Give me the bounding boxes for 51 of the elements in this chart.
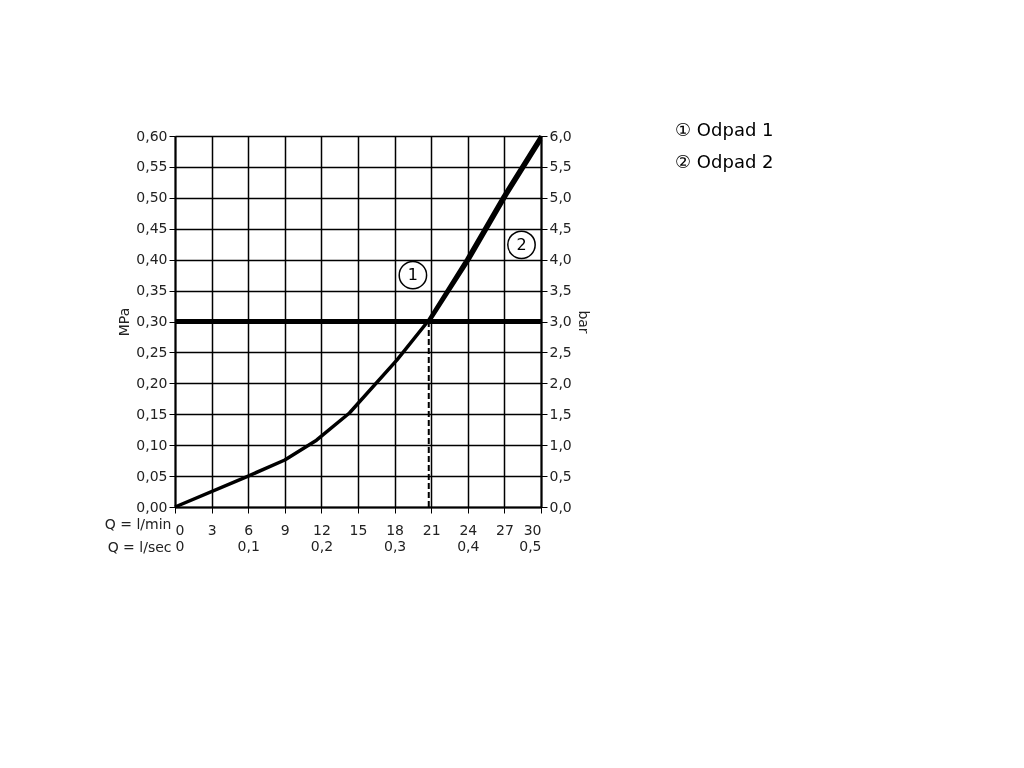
y2-tick-label: 5,5 [549, 158, 572, 175]
y2-axis-title: bar [575, 310, 592, 334]
y-tick-label: 0,40 [136, 251, 168, 268]
annotation: 1 [407, 265, 418, 285]
x2-axis-title: Q = l/sec [107, 538, 172, 555]
y2-tick-label: 1,5 [549, 405, 572, 422]
y-axis-title: MPa [116, 307, 133, 337]
x-tick-label: 24 [459, 521, 478, 538]
x2-tick-label: 0,2 [310, 537, 334, 554]
y2-tick-label: 3,0 [549, 313, 572, 329]
x-tick-label: 9 [280, 521, 290, 538]
x2-tick-label: 0,1 [237, 537, 260, 554]
y-tick-label: 0,60 [136, 127, 168, 144]
y2-tick-label: 2,5 [549, 343, 572, 360]
x-tick-label: 0 [175, 521, 185, 538]
x-tick-label: 27 [495, 521, 514, 538]
x2-tick-label: 0,5 [519, 537, 542, 554]
y2-tick-label: 1,0 [549, 436, 572, 453]
x-tick-label: 21 [422, 521, 441, 538]
y2-tick-label: 5,0 [549, 189, 572, 206]
y-tick-label: 0,30 [136, 313, 168, 329]
y2-tick-label: 2,0 [549, 374, 572, 391]
y-tick-label: 0,50 [136, 189, 168, 206]
x-tick-label: 6 [244, 521, 254, 538]
x2-tick-label: 0 [175, 537, 185, 554]
annotation: 2 [516, 234, 527, 254]
y-tick-label: 0,55 [136, 158, 168, 175]
y-tick-label: 0,15 [136, 405, 168, 422]
y2-tick-label: 3,5 [549, 282, 572, 299]
y-tick-label: 0,05 [136, 467, 168, 484]
y2-tick-label: 0,5 [549, 467, 572, 484]
y-tick-label: 0,45 [136, 220, 168, 237]
y-tick-label: 0,20 [136, 374, 168, 391]
y-tick-label: 0,00 [136, 498, 168, 515]
x2-tick-label: 0,4 [457, 537, 480, 554]
y2-tick-label: 4,5 [549, 220, 572, 237]
x-tick-label: 12 [312, 521, 331, 538]
x-tick-label: 3 [207, 521, 217, 538]
y2-tick-label: 4,0 [549, 251, 572, 268]
y-tick-label: 0,10 [136, 436, 168, 453]
y2-tick-label: 0,0 [549, 498, 572, 515]
y-tick-label: 0,35 [136, 282, 168, 299]
text: ① Odpad 1 [675, 119, 774, 140]
x-tick-label: 30 [523, 521, 542, 538]
x-tick-label: 15 [349, 521, 368, 538]
y2-tick-label: 6,0 [549, 127, 572, 144]
text: ② Odpad 2 [675, 151, 774, 172]
x-axis-title: Q = l/min [104, 515, 172, 532]
y-tick-label: 0,25 [136, 343, 168, 360]
x-tick-label: 18 [386, 521, 405, 538]
x2-tick-label: 0,3 [383, 537, 407, 554]
